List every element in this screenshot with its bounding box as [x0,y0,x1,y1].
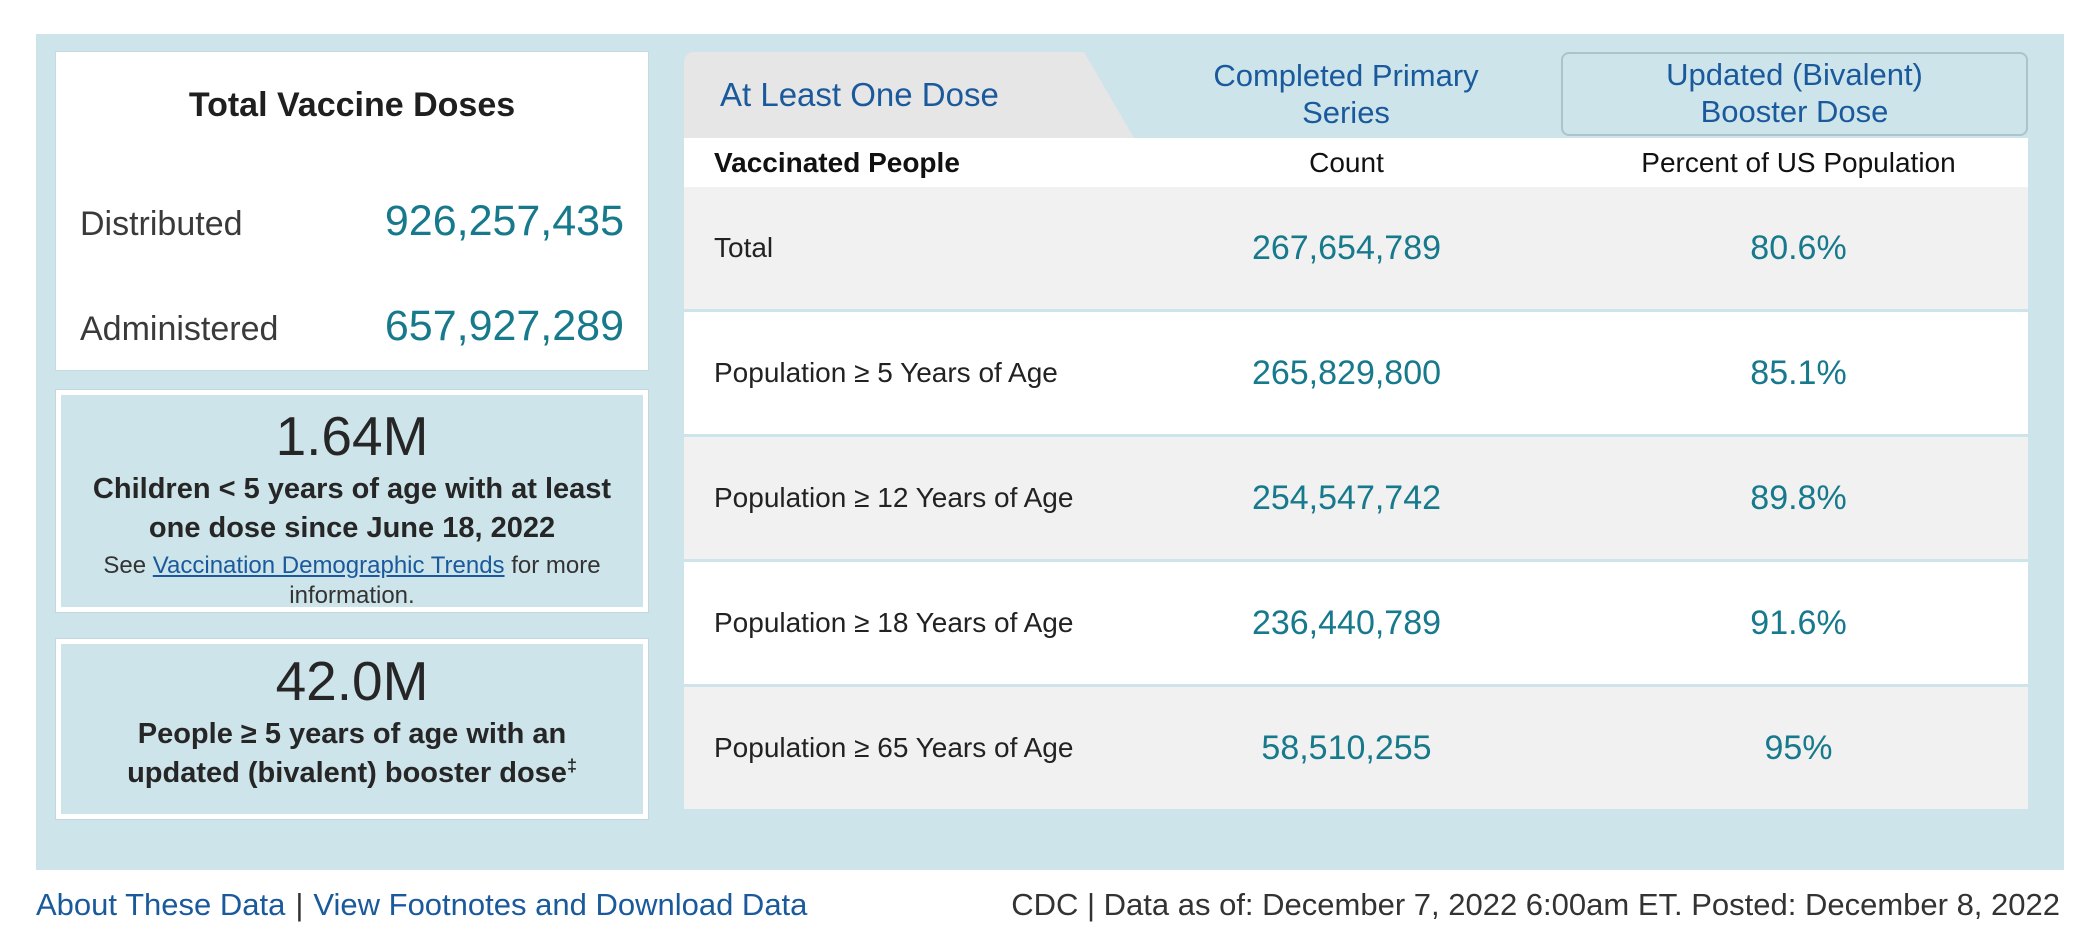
distributed-value: 926,257,435 [384,197,624,245]
data-source-timestamp: CDC | Data as of: December 7, 2022 6:00a… [1011,887,2060,922]
administered-value: 657,927,289 [384,302,624,350]
header-vaccinated-people: Vaccinated People [714,146,960,178]
tab-updated-bivalent-booster-line2: Booster Dose [1700,94,1889,129]
table-header-row: Vaccinated People Count Percent of US Po… [684,138,2028,187]
about-these-data-link[interactable]: About These Data [36,887,286,922]
children-one-dose-note: See Vaccination Demographic Trends for m… [87,551,617,611]
table-row-age-12-plus: Population ≥ 12 Years of Age 254,547,742… [684,437,2028,559]
header-percent-us-population: Percent of US Population [1641,146,1956,178]
bivalent-booster-description-text: People ≥ 5 years of age with an updated … [127,718,567,789]
children-one-dose-box: 1.64M Children < 5 years of age with at … [56,390,648,612]
row-label: Population ≥ 65 Years of Age [714,732,1074,763]
row-label: Total [714,232,774,263]
children-one-dose-value: 1.64M [275,405,429,467]
tab-updated-bivalent-booster-line1: Updated (Bivalent) [1666,57,1923,93]
row-percent: 80.6% [1750,228,1847,267]
row-count: 254,547,742 [1251,478,1442,517]
row-percent: 95% [1764,728,1833,767]
table-row-age-65-plus: Population ≥ 65 Years of Age 58,510,255 … [684,687,2028,809]
row-count: 58,510,255 [1261,728,1432,767]
footer-links: About These Data | View Footnotes and Down… [36,887,807,923]
row-count: 267,654,789 [1251,228,1442,267]
administered-row: Administered 657,927,289 [80,302,624,351]
row-count: 265,829,800 [1251,353,1442,392]
total-doses-title: Total Vaccine Doses [188,86,516,124]
row-label: Population ≥ 12 Years of Age [714,482,1074,513]
administered-label: Administered [80,310,279,348]
dashboard-footer: About These Data | View Footnotes and Down… [0,878,2096,932]
tab-completed-primary-series[interactable]: Completed Primary Series [1096,52,1596,138]
row-label: Population ≥ 18 Years of Age [714,607,1074,638]
note-suffix: for more information. [289,551,601,609]
tab-completed-primary-series-line1: Completed Primary [1213,58,1479,94]
tab-updated-bivalent-booster[interactable]: Updated (Bivalent) Booster Dose [1561,52,2028,136]
bivalent-booster-value: 42.0M [275,650,429,712]
bivalent-booster-description: People ≥ 5 years of age with an updated … [87,715,617,792]
view-footnotes-download-link[interactable]: View Footnotes and Download Data [313,887,808,922]
row-percent: 85.1% [1750,353,1847,392]
children-one-dose-description: Children < 5 years of age with at least … [92,473,612,544]
note-prefix: See [103,551,153,579]
row-label: Population ≥ 5 Years of Age [714,357,1058,388]
header-count: Count [1309,146,1384,178]
vaccination-table-area: At Least One Dose Completed Primary Seri… [684,52,2028,812]
row-percent: 91.6% [1750,603,1847,642]
footer-links-separator: | [295,887,304,922]
dose-tabs: At Least One Dose Completed Primary Seri… [684,52,2028,138]
dashboard-panel: Total Vaccine Doses Distributed 926,257,… [36,34,2064,870]
distributed-row: Distributed 926,257,435 [80,197,624,246]
total-doses-card: Total Vaccine Doses Distributed 926,257,… [56,52,648,370]
footnote-marker: ‡ [566,754,577,775]
vaccination-demographic-trends-link[interactable]: Vaccination Demographic Trends [152,551,505,579]
distributed-label: Distributed [80,205,243,243]
table-row-total: Total 267,654,789 80.6% [684,187,2028,309]
tab-completed-primary-series-line2: Series [1302,95,1390,130]
row-count: 236,440,789 [1251,603,1442,642]
table-row-age-18-plus: Population ≥ 18 Years of Age 236,440,789… [684,562,2028,684]
table-row-age-5-plus: Population ≥ 5 Years of Age 265,829,800 … [684,312,2028,434]
tab-at-least-one-dose[interactable]: At Least One Dose [684,52,1134,138]
bivalent-booster-box: 42.0M People ≥ 5 years of age with an up… [56,639,648,819]
summary-column: Total Vaccine Doses Distributed 926,257,… [56,52,648,819]
row-percent: 89.8% [1750,478,1847,517]
